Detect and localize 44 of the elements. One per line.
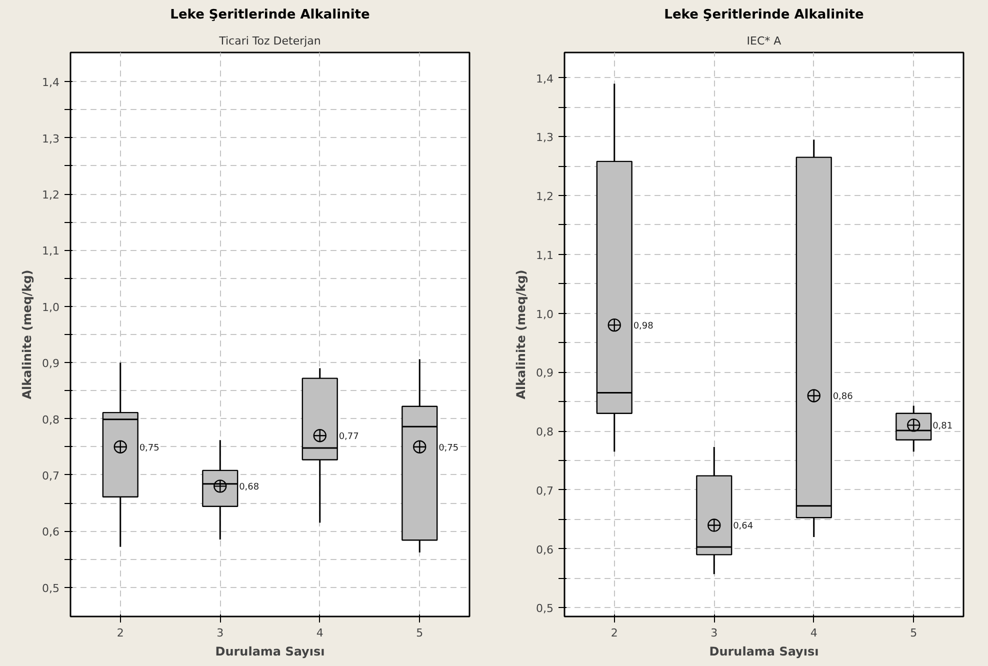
- y-tick-label: 1,1: [536, 248, 554, 262]
- y-tick-label: 0,6: [536, 543, 554, 556]
- text: 0,98: [633, 322, 654, 332]
- y-tick-label: 0,9: [42, 357, 60, 370]
- text: 0,64: [733, 522, 754, 532]
- y-tick-label: 0,8: [42, 413, 60, 426]
- text: 0,81: [932, 422, 953, 432]
- y-tick-label: 0,5: [536, 602, 554, 616]
- x-tick-label: 2: [610, 626, 618, 640]
- x-tick-label: 3: [216, 626, 224, 640]
- x-axis-title: Durulama Sayısı: [215, 644, 325, 658]
- x-axis-title: Durulama Sayısı: [709, 644, 819, 658]
- y-tick-label: 1,2: [536, 190, 554, 204]
- x-tick-label: 4: [316, 626, 324, 640]
- chart-subtitle: IEC* A: [746, 34, 782, 48]
- x-tick-label: 5: [910, 626, 918, 640]
- y-tick-label: 0,7: [42, 469, 60, 482]
- chart-subtitle: Ticari Toz Deterjan: [218, 34, 321, 48]
- x-tick-label: 3: [710, 626, 718, 640]
- y-tick-label: 0,8: [536, 426, 554, 439]
- y-tick-label: 0,9: [536, 366, 554, 380]
- y-tick-label: 1,3: [42, 132, 60, 146]
- text: 0,68: [239, 482, 260, 493]
- y-tick-label: 1,0: [42, 300, 60, 314]
- y-tick-label: 1,2: [42, 188, 60, 202]
- x-tick-label: 5: [416, 626, 424, 640]
- y-tick-label: 0,5: [42, 582, 60, 595]
- y-tick-label: 0,7: [536, 484, 554, 498]
- text: 0,77: [338, 432, 359, 442]
- y-tick-label: 1,4: [536, 72, 554, 86]
- x-tick-label: 2: [116, 626, 124, 640]
- chart-title: Leke Şeritlerinde Alkalinite: [170, 8, 370, 22]
- chart-title: Leke Şeritlerinde Alkalinite: [664, 8, 864, 22]
- y-tick-label: 1,3: [536, 131, 554, 144]
- y-tick-label: 1,1: [42, 244, 60, 258]
- x-tick-label: 4: [810, 626, 818, 640]
- y-axis-title: Alkalinite (meq/kg): [514, 270, 528, 400]
- text: 0,75: [438, 443, 459, 454]
- y-tick-label: 1,4: [42, 76, 60, 90]
- text: 0,75: [139, 443, 160, 454]
- y-axis-title: Alkalinite (meq/kg): [20, 270, 34, 400]
- y-tick-label: 0,6: [42, 526, 60, 539]
- y-tick-label: 1,0: [536, 308, 554, 321]
- text: 0,86: [832, 392, 853, 402]
